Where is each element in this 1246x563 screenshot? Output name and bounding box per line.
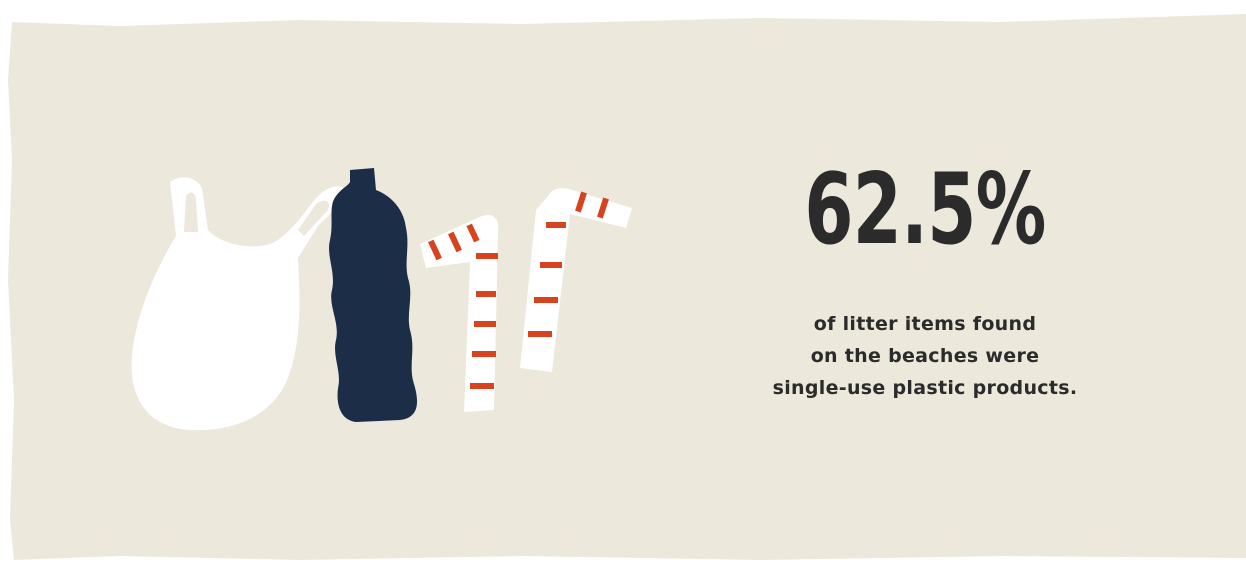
straw-icon xyxy=(420,214,499,412)
statistic-caption: of litter items found on the beaches wer… xyxy=(700,308,1150,404)
plastic-bag-icon xyxy=(131,177,346,431)
caption-line: on the beaches were xyxy=(810,345,1040,367)
caption-line: of litter items found xyxy=(813,313,1037,335)
caption-line: single-use plastic products. xyxy=(772,377,1078,399)
statistic-value: 62.5% xyxy=(804,153,1046,267)
background-panel xyxy=(8,14,1246,560)
straw-icon xyxy=(520,188,632,372)
plastic-bottle-icon xyxy=(329,168,418,422)
statistic-block: 62.5% of litter items found on the beach… xyxy=(700,150,1150,404)
